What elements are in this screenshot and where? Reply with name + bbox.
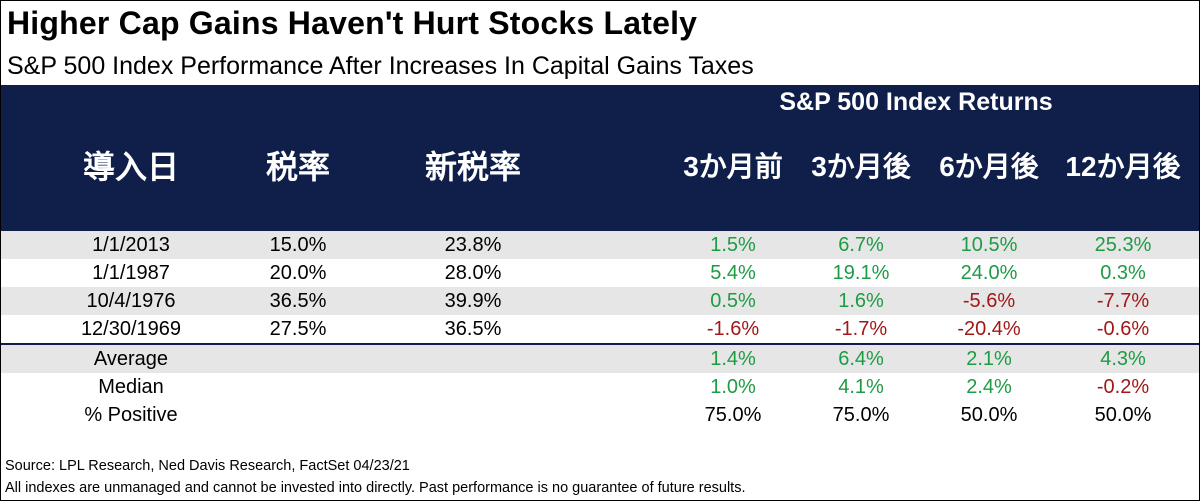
header-3m-before: 3か月前 xyxy=(683,151,783,182)
header-new-tax-rate: 新税率 xyxy=(424,149,521,185)
summary-row: % Positive 75.0% 75.0% 50.0% 50.0% xyxy=(1,401,1199,429)
row-12m-after: -7.7% xyxy=(1096,290,1150,312)
summary-label: Median xyxy=(98,376,164,398)
summary-row: Median 1.0% 4.1% 2.4% -0.2% xyxy=(1,373,1199,401)
header-6m-after: 6か月後 xyxy=(939,151,1039,182)
source-note: Source: LPL Research, Ned Davis Research… xyxy=(5,458,410,474)
row-new-tax-rate: 23.8% xyxy=(444,234,502,256)
header-group-label: S&P 500 Index Returns xyxy=(779,88,1053,116)
row-new-tax-rate: 28.0% xyxy=(444,262,502,284)
row-3m-before: -1.6% xyxy=(706,318,760,340)
row-3m-after: -1.7% xyxy=(834,318,888,340)
summary-3m-after: 6.4% xyxy=(838,348,884,370)
summary-12m-after: 50.0% xyxy=(1094,404,1152,426)
row-12m-after: 0.3% xyxy=(1100,262,1146,284)
row-3m-after: 1.6% xyxy=(838,290,884,312)
page-title: Higher Cap Gains Haven't Hurt Stocks Lat… xyxy=(7,5,698,41)
row-new-tax-rate: 36.5% xyxy=(444,318,502,340)
row-date: 1/1/2013 xyxy=(92,234,170,256)
summary-12m-after: 4.3% xyxy=(1100,348,1146,370)
summary-divider xyxy=(1,343,1199,345)
summary-3m-before: 75.0% xyxy=(704,404,762,426)
row-3m-before: 5.4% xyxy=(710,262,756,284)
row-date: 1/1/1987 xyxy=(92,262,170,284)
row-tax-rate: 20.0% xyxy=(269,262,327,284)
table-row: 1/1/1987 20.0% 28.0% 5.4% 19.1% 24.0% 0.… xyxy=(1,259,1199,287)
summary-3m-before: 1.4% xyxy=(710,348,756,370)
row-12m-after: -0.6% xyxy=(1096,318,1150,340)
row-3m-before: 0.5% xyxy=(710,290,756,312)
summary-label: Average xyxy=(93,348,169,370)
summary-label: % Positive xyxy=(84,404,178,426)
row-6m-after: 10.5% xyxy=(960,234,1018,256)
summary-3m-after: 75.0% xyxy=(832,404,890,426)
disclaimer-note: All indexes are unmanaged and cannot be … xyxy=(5,480,746,496)
row-6m-after: -5.6% xyxy=(962,290,1016,312)
row-date: 12/30/1969 xyxy=(80,318,182,340)
page-subtitle: S&P 500 Index Performance After Increase… xyxy=(7,52,754,80)
row-tax-rate: 27.5% xyxy=(269,318,327,340)
row-tax-rate: 36.5% xyxy=(269,290,327,312)
summary-6m-after: 2.4% xyxy=(966,376,1012,398)
header-12m-after: 12か月後 xyxy=(1065,151,1181,182)
row-6m-after: -20.4% xyxy=(957,318,1021,340)
summary-6m-after: 50.0% xyxy=(960,404,1018,426)
row-new-tax-rate: 39.9% xyxy=(444,290,502,312)
summary-12m-after: -0.2% xyxy=(1096,376,1150,398)
row-date: 10/4/1976 xyxy=(86,290,176,312)
row-12m-after: 25.3% xyxy=(1094,234,1152,256)
row-3m-after: 19.1% xyxy=(832,262,890,284)
row-tax-rate: 15.0% xyxy=(269,234,327,256)
header-tax-rate: 税率 xyxy=(265,149,330,185)
summary-6m-after: 2.1% xyxy=(966,348,1012,370)
summary-3m-before: 1.0% xyxy=(710,376,756,398)
row-3m-before: 1.5% xyxy=(710,234,756,256)
summary-row: Average 1.4% 6.4% 2.1% 4.3% xyxy=(1,345,1199,373)
header-3m-after: 3か月後 xyxy=(811,151,911,182)
table-header xyxy=(1,85,1199,231)
header-date: 導入日 xyxy=(82,149,179,185)
table-row: 10/4/1976 36.5% 39.9% 0.5% 1.6% -5.6% -7… xyxy=(1,287,1199,315)
table-row: 1/1/2013 15.0% 23.8% 1.5% 6.7% 10.5% 25.… xyxy=(1,231,1199,259)
row-6m-after: 24.0% xyxy=(960,262,1018,284)
row-3m-after: 6.7% xyxy=(838,234,884,256)
summary-3m-after: 4.1% xyxy=(838,376,884,398)
table-row: 12/30/1969 27.5% 36.5% -1.6% -1.7% -20.4… xyxy=(1,315,1199,343)
